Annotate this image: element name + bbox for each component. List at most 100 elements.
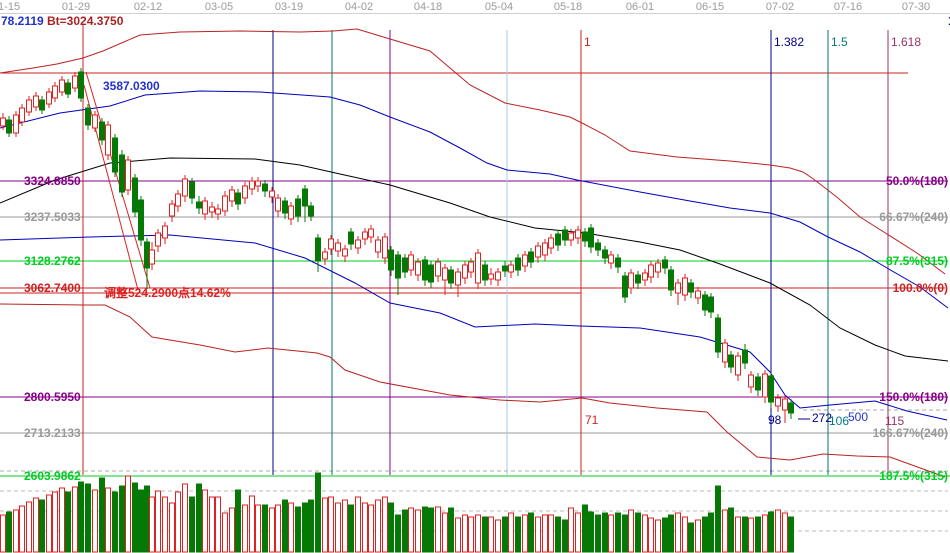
volume-bar	[59, 487, 65, 553]
candle-body	[144, 241, 150, 269]
candle-body	[92, 114, 98, 129]
volume-bar	[622, 514, 628, 553]
candle-body	[695, 290, 701, 299]
candle-body	[222, 195, 228, 212]
volume-bar	[582, 504, 588, 553]
candle-body	[182, 178, 188, 197]
price-level-label: 3324.8850	[24, 174, 81, 188]
volume-bar	[269, 507, 275, 553]
candle-body	[388, 249, 394, 271]
fib-pct-label: 150.0%(180)	[879, 390, 948, 404]
volume-bar	[655, 519, 661, 553]
volume-bar	[39, 499, 45, 553]
volume-bar	[495, 519, 501, 553]
volume-bar	[342, 499, 348, 553]
annotation-500: 500	[848, 410, 869, 424]
candle-body	[582, 231, 588, 242]
candle-body	[655, 262, 661, 273]
time-fib-label: 1.5	[831, 35, 848, 49]
volume-bar	[735, 516, 741, 553]
candle-body	[435, 261, 441, 277]
candle-body	[635, 274, 641, 284]
time-fib-label: 1	[584, 35, 591, 49]
candle-body	[149, 249, 155, 265]
annotation-71: 71	[585, 413, 599, 427]
volume-bar	[688, 522, 694, 553]
candle-body	[215, 208, 221, 215]
date-tick-07-30: 07-30	[901, 1, 931, 13]
volume-bar	[119, 485, 125, 553]
volume-bar	[628, 509, 634, 553]
volume-bar	[19, 505, 25, 553]
volume-bar	[222, 512, 228, 553]
volume-bar	[468, 516, 474, 553]
date-tick-01-29: 01-29	[61, 1, 91, 13]
volume-bar	[762, 514, 768, 553]
volume-bar	[548, 514, 554, 553]
candle-body	[33, 95, 39, 108]
volume-bar	[668, 514, 674, 553]
candle-body	[138, 199, 144, 241]
volume-bar	[595, 514, 601, 553]
volume-bar	[375, 499, 381, 553]
annotation-272: 272	[812, 411, 833, 425]
fib-pct-label: 66.67%(240)	[879, 210, 948, 224]
volume-bar	[602, 512, 608, 553]
candle-body	[475, 252, 481, 284]
candle-body	[408, 254, 414, 271]
volume-bar	[302, 502, 308, 553]
volume-bar	[182, 483, 188, 553]
candle-body	[0, 117, 6, 127]
candle-body	[735, 355, 741, 376]
volume-bar	[92, 489, 98, 553]
mid-ma-black	[0, 157, 949, 362]
volume-bar	[155, 490, 161, 553]
candle-body	[382, 236, 388, 259]
volume-bar	[568, 507, 574, 553]
candle-body	[662, 259, 668, 269]
candle-body	[275, 197, 281, 212]
date-tick-03-19: 03-19	[274, 1, 304, 13]
volume-bar	[112, 491, 118, 553]
volume-bar	[125, 475, 131, 553]
candle-body	[415, 261, 421, 276]
candle-body	[52, 85, 58, 99]
date-tick-06-15: 06-15	[695, 1, 725, 13]
candle-body	[442, 267, 448, 281]
volume-bar	[388, 502, 394, 553]
candle-body	[282, 200, 288, 214]
volume-bar	[508, 512, 514, 553]
candle-body	[328, 238, 334, 250]
bt-value: Bt=3024.3750	[47, 14, 124, 28]
volume-bar	[442, 512, 448, 553]
volume-bar	[755, 516, 761, 553]
candle-body	[59, 79, 65, 93]
volume-bar	[708, 512, 714, 553]
candle-body	[209, 206, 215, 213]
candle-body	[595, 242, 601, 251]
candle-body	[628, 272, 634, 289]
candle-body	[648, 264, 654, 278]
price-level-label: 2713.2133	[24, 426, 81, 440]
upper-band-red	[0, 28, 946, 275]
candle-body	[235, 192, 241, 205]
candle-body	[722, 342, 728, 363]
candle-body	[348, 231, 354, 245]
candle-body	[508, 264, 514, 273]
candle-body	[155, 232, 161, 247]
candle-body	[196, 201, 202, 209]
volume-bar	[209, 496, 215, 553]
lower-mid-band-blue	[0, 234, 948, 421]
candle-body	[708, 296, 714, 313]
volume-bar	[475, 514, 481, 553]
volume-bar	[255, 504, 261, 553]
volume-bar	[575, 512, 581, 553]
volume-bar	[6, 511, 12, 553]
volume-bar	[328, 496, 334, 553]
volume-bar	[782, 512, 788, 553]
volume-bar	[169, 502, 175, 553]
candle-body	[615, 257, 621, 268]
time-fib-label: 1.382	[774, 35, 805, 49]
candle-body	[548, 237, 554, 249]
